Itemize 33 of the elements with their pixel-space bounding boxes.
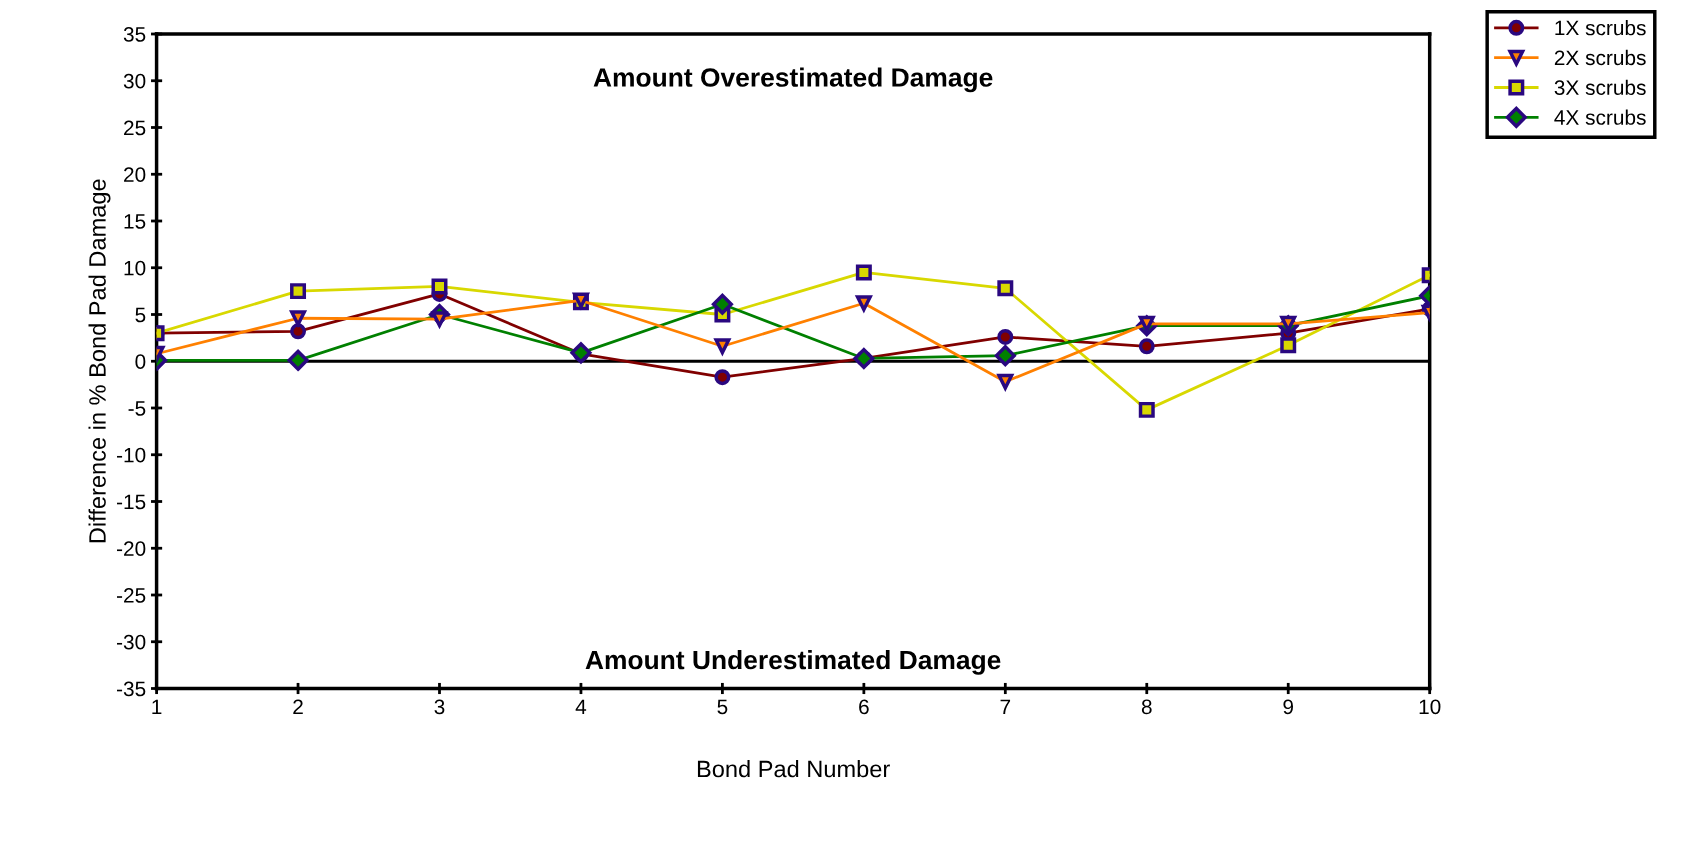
y-tick-label: -30 — [116, 634, 146, 650]
x-axis-title: Bond Pad Number — [697, 760, 890, 778]
x-tick-label: 2 — [293, 699, 303, 715]
y-tick-label: -5 — [128, 401, 146, 416]
y-tick-label: 20 — [124, 167, 146, 182]
x-tick-label: 10 — [1419, 699, 1441, 715]
x-tick-label: 7 — [1000, 699, 1011, 715]
y-axis-title: Difference in % Bond Pad Damage — [88, 179, 111, 543]
y-tick-label: 0 — [135, 354, 146, 369]
x-tick-label: 1 — [152, 699, 162, 715]
x-tick-label: 9 — [1283, 699, 1294, 715]
legend-label: 4X scrubs — [1554, 109, 1646, 125]
x-tick-label: 5 — [717, 699, 728, 715]
annotation: Amount Overestimated Damage — [593, 67, 993, 93]
legend-label: 1X scrubs — [1555, 20, 1646, 36]
y-tick-label: 25 — [124, 120, 146, 136]
y-tick-label: -10 — [116, 447, 146, 463]
y-tick-label: -15 — [116, 494, 146, 510]
x-tick-label: 4 — [575, 699, 587, 715]
x-tick-label: 3 — [434, 699, 445, 715]
legend-label: 2X scrubs — [1554, 49, 1646, 66]
y-tick-label: 30 — [123, 73, 146, 89]
y-tick-label: 5 — [135, 307, 146, 323]
y-tick-label: 35 — [123, 27, 146, 42]
y-tick-label: -35 — [116, 681, 146, 697]
y-tick-label: 10 — [124, 260, 146, 276]
y-tick-label: -25 — [116, 588, 146, 603]
x-tick-label: 6 — [859, 699, 869, 715]
annotation: Amount Underestimated Damage — [585, 649, 1001, 675]
legend-label: 3X scrubs — [1554, 79, 1646, 95]
y-tick-label: -20 — [116, 541, 146, 556]
y-tick-label: 15 — [124, 214, 146, 229]
x-tick-label: 8 — [1141, 699, 1152, 715]
